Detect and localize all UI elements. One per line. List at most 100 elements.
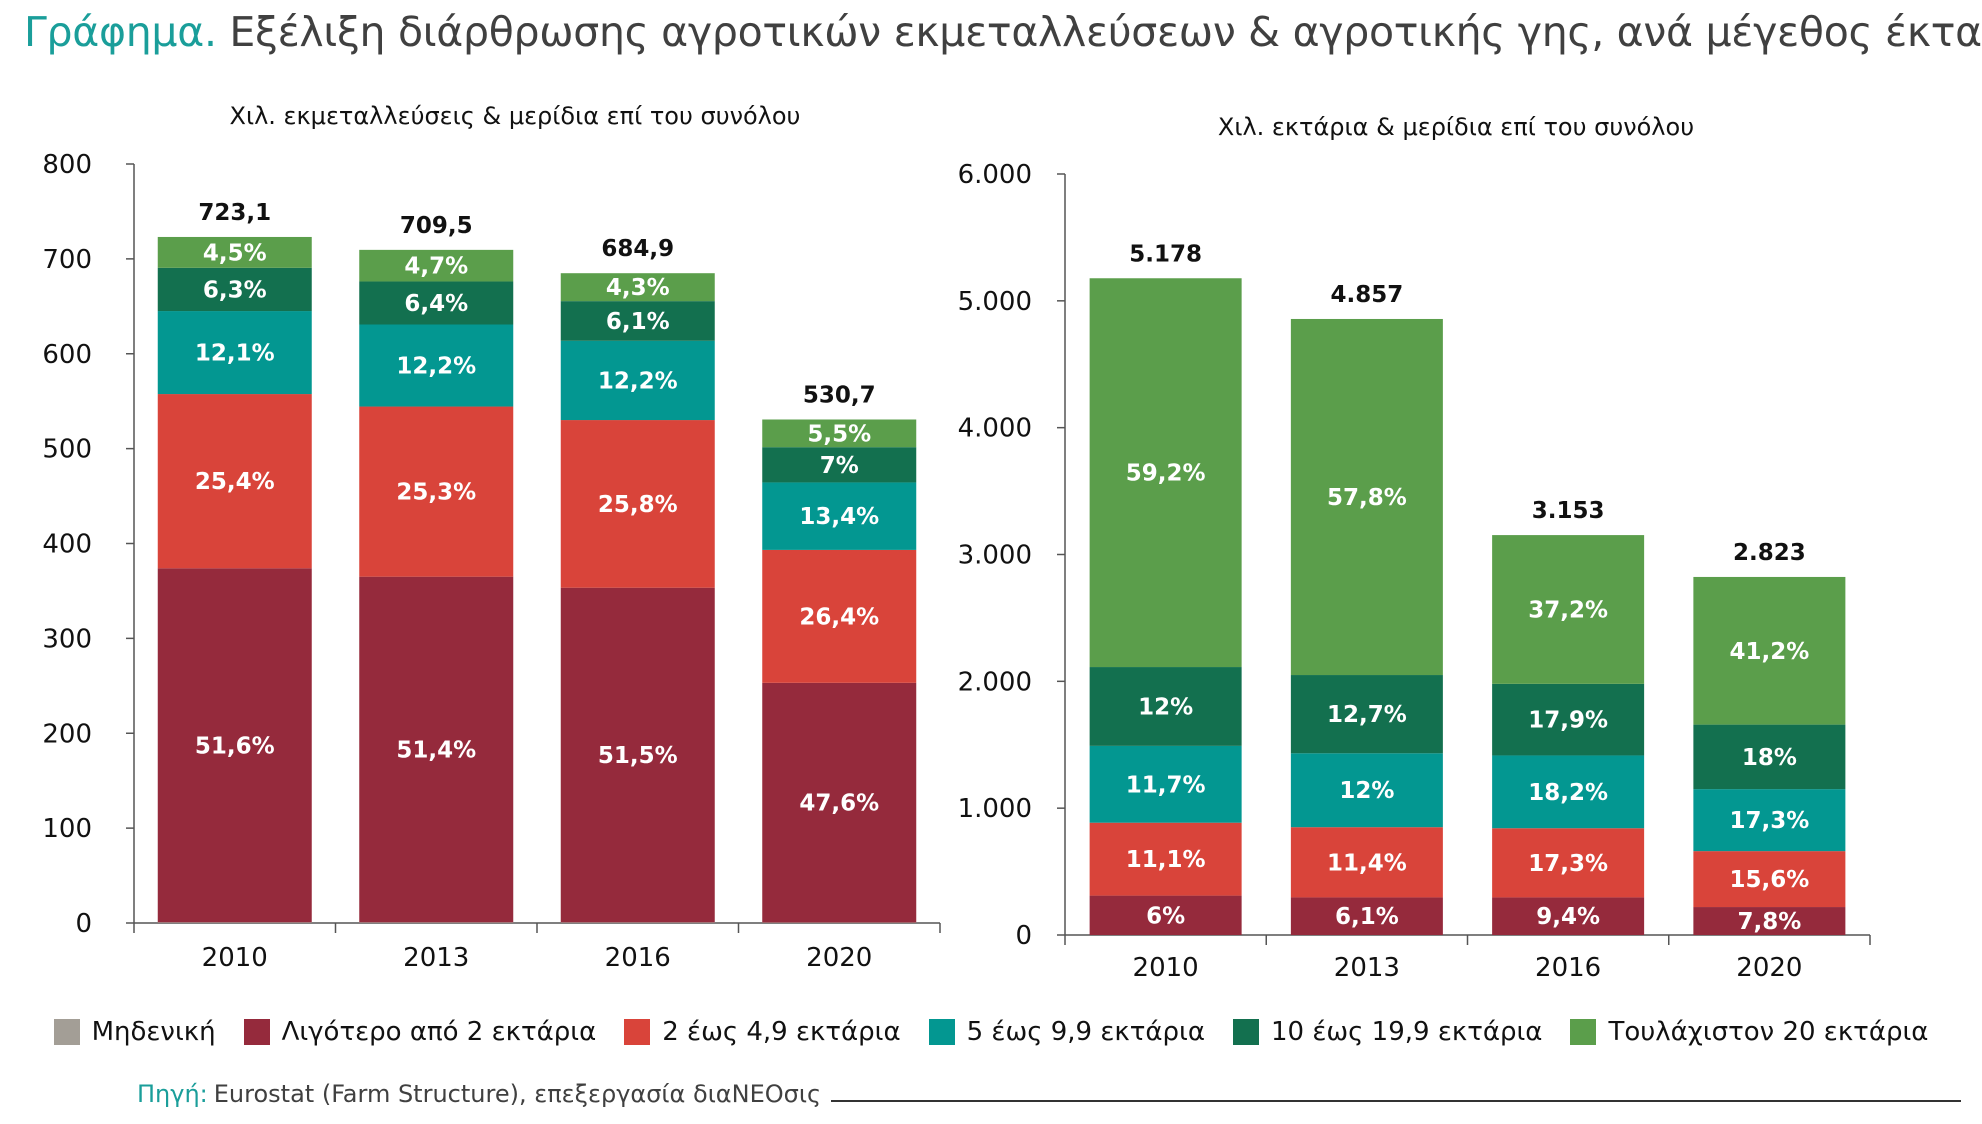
chart-2-category-label: 2020: [1736, 953, 1802, 983]
chart-1-bar-segment: [157, 236, 312, 268]
chart-1-segment-label: 51,6%: [195, 733, 275, 759]
chart-2-bar-segment: [1693, 907, 1846, 935]
chart-1-bar-segment: [762, 447, 917, 483]
chart-2-total-label: 2.823: [1733, 540, 1806, 566]
legend-swatch: [1570, 1019, 1597, 1045]
legend-item: 10 έως 19,9 εκτάρια: [1232, 1017, 1543, 1047]
chart-1-category-label: 2020: [806, 943, 872, 973]
chart-1-segment-label: 25,3%: [396, 480, 476, 506]
chart-2-segment-label: 6%: [1146, 903, 1185, 929]
chart-title: Γράφημα. Εξέλιξη διάρθρωσης αγροτικών εκ…: [24, 8, 1982, 56]
legend-label: Τουλάχιστον 20 εκτάρια: [1608, 1017, 1929, 1047]
legend-swatch: [624, 1019, 651, 1045]
chart-1-segment-label: 12,2%: [396, 354, 476, 380]
chart-1-category-label: 2016: [605, 943, 671, 973]
chart-1-ytick-label: 800: [42, 150, 92, 180]
chart-1-segment-label: 4,7%: [404, 254, 468, 280]
chart-1-total-label: 723,1: [198, 200, 271, 226]
chart-1-bar-segment: [560, 340, 715, 421]
chart-1-segment-label: 6,4%: [404, 291, 468, 317]
legend-item: Λιγότερο από 2 εκτάρια: [243, 1017, 596, 1047]
chart-2-segment-label: 18%: [1742, 745, 1797, 771]
chart-1-bar-segment: [359, 922, 514, 923]
chart-1-bar-segment: [762, 419, 917, 448]
legend-label: 2 έως 4,9 εκτάρια: [662, 1017, 901, 1047]
chart-1-bar-segment: [359, 324, 514, 407]
chart-1-ytick-label: 100: [42, 814, 92, 844]
chart-1-bar-segment: [560, 587, 715, 923]
chart-1-bar-segment: [157, 394, 312, 569]
chart-1-segment-label: 4,5%: [203, 240, 267, 266]
chart-1-bar-segment: [560, 273, 715, 302]
chart-1-segment-label: 12,1%: [195, 341, 275, 367]
chart-2-bar-segment: [1089, 822, 1242, 896]
chart-2-segment-label: 18,2%: [1528, 780, 1608, 806]
chart-1-segment-label: 5,5%: [807, 421, 871, 447]
chart-1-ytick-label: 600: [42, 340, 92, 370]
chart-2-bar-segment: [1492, 683, 1645, 756]
chart-2-bar-segment: [1492, 755, 1645, 829]
chart-2-ytick-label: 5.000: [958, 287, 1032, 317]
chart-2-total-label: 3.153: [1532, 498, 1605, 524]
chart-1-bar-segment: [762, 922, 917, 923]
legend-label: 10 έως 19,9 εκτάρια: [1270, 1017, 1543, 1047]
legend-item: Τουλάχιστον 20 εκτάρια: [1570, 1017, 1928, 1047]
chart-2-segment-label: 6,1%: [1335, 904, 1399, 930]
chart-2-bar-segment: [1290, 318, 1443, 676]
title-lead: Γράφημα.: [24, 8, 217, 56]
chart-1-bar-segment: [762, 482, 917, 550]
chart-2-bar-segment: [1290, 827, 1443, 898]
chart-2-bar-segment: [1089, 278, 1242, 668]
chart-2-bar-segment: [1492, 535, 1645, 684]
chart-2-bar-segment: [1693, 851, 1846, 908]
chart-2-segment-label: 11,1%: [1126, 847, 1206, 873]
chart-2-bar-segment: [1492, 828, 1645, 898]
legend-label: Μηδενική: [91, 1017, 216, 1047]
source-label: Πηγή:: [137, 1080, 208, 1108]
chart-2-ytick-label: 1.000: [958, 794, 1032, 824]
chart-1-segment-label: 6,1%: [606, 309, 670, 335]
chart-1-total-label: 530,7: [803, 382, 876, 408]
chart-2-bar-segment: [1089, 895, 1242, 935]
chart-2-bar-segment: [1089, 745, 1242, 823]
legend-swatch: [53, 1019, 80, 1045]
legend-swatch: [928, 1019, 955, 1045]
chart-2-segment-label: 57,8%: [1327, 485, 1407, 511]
chart-1-segment-label: 25,8%: [598, 492, 678, 518]
legend-item: 2 έως 4,9 εκτάρια: [624, 1017, 901, 1047]
chart-1-ytick-label: 500: [42, 435, 92, 465]
chart-2-category-label: 2010: [1133, 953, 1199, 983]
chart-2-category-label: 2013: [1334, 953, 1400, 983]
chart-2-bar-segment: [1693, 724, 1846, 790]
chart-2-ytick-label: 2.000: [958, 667, 1032, 697]
chart-1-bar-segment: [560, 420, 715, 588]
chart-2-total-label: 5.178: [1129, 241, 1202, 267]
chart-2-segment-label: 11,4%: [1327, 850, 1407, 876]
chart-2-ytick-label: 3.000: [958, 541, 1032, 571]
legend: Μηδενική Λιγότερο από 2 εκτάρια 2 έως 4,9 …: [0, 1012, 1982, 1052]
chart-1-segment-label: 51,4%: [396, 738, 476, 764]
charts-canvas: Χιλ. εκμεταλλεύσεις & μερίδια επί του συ…: [42, 102, 1871, 983]
chart-2-bar-segment: [1290, 753, 1443, 828]
chart-2-segment-label: 9,4%: [1536, 904, 1600, 930]
chart-2-bar-segment: [1492, 897, 1645, 935]
chart-1-bar-segment: [359, 406, 514, 577]
chart-2-ytick-label: 6.000: [958, 160, 1032, 190]
chart-1-bar-segment: [560, 301, 715, 341]
chart-2-segment-label: 15,6%: [1729, 867, 1809, 893]
chart-1-bar-segment: [762, 549, 917, 683]
chart-2-category-label: 2016: [1535, 953, 1601, 983]
chart-1-ytick-label: 0: [75, 909, 92, 939]
chart-1-bar-segment: [359, 281, 514, 325]
chart-1-segment-label: 13,4%: [799, 504, 879, 530]
chart-2-segment-label: 59,2%: [1126, 461, 1206, 487]
chart-1-ytick-label: 200: [42, 719, 92, 749]
legend-label: 5 έως 9,9 εκτάρια: [966, 1017, 1205, 1047]
chart-1-bar-segment: [762, 682, 917, 923]
chart-1-segment-label: 51,5%: [598, 743, 678, 769]
legend-item: Μηδενική: [53, 1017, 216, 1047]
chart-2-segment-label: 37,2%: [1528, 597, 1608, 623]
chart-1-bar-segment: [359, 249, 514, 282]
chart-2-bar-segment: [1089, 667, 1242, 746]
chart-1-category-label: 2010: [202, 943, 268, 973]
